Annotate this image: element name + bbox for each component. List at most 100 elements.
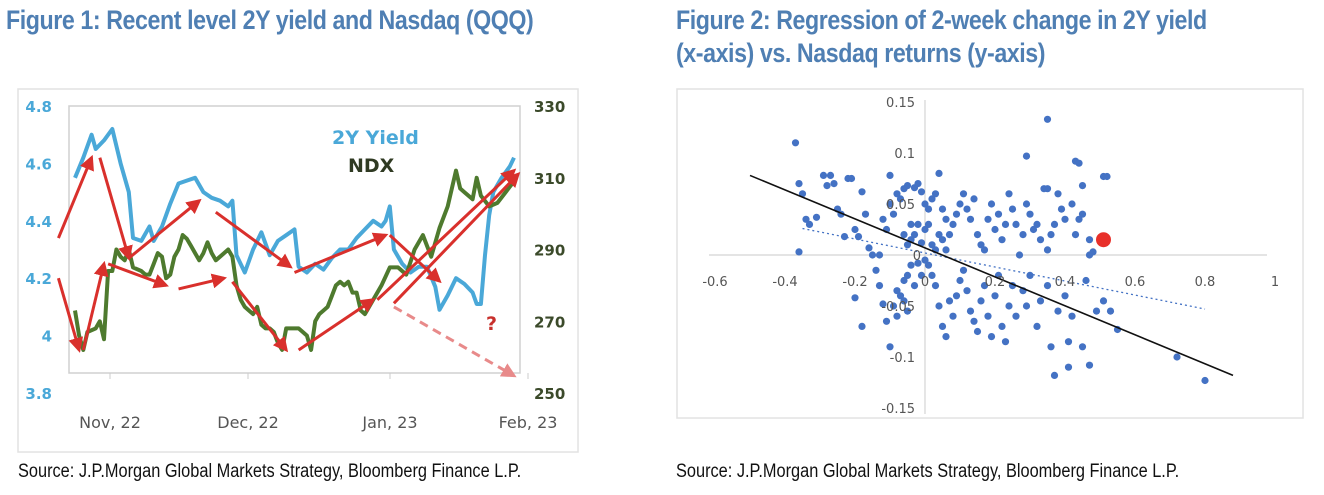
x-axis-tick-label: -0.4 — [772, 275, 797, 290]
scatter-point — [956, 276, 964, 285]
scatter-point — [805, 220, 814, 228]
trend-arrow-annotation — [56, 277, 84, 353]
scatter-point — [980, 282, 989, 290]
regression-line — [749, 174, 1234, 377]
scatter-point — [868, 251, 877, 259]
scatter-point — [949, 312, 957, 320]
scatter-point — [1071, 231, 1080, 239]
scatter-point — [1015, 251, 1024, 259]
trend-arrow-annotation — [231, 280, 289, 353]
scatter-point — [826, 171, 835, 179]
x-axis-tick-label: 1 — [1271, 275, 1279, 290]
scatter-point — [1022, 152, 1031, 160]
scatter-point — [1064, 338, 1073, 346]
scatter-point — [1026, 271, 1034, 279]
left-axis-tick-label: 4.2 — [25, 270, 52, 288]
trend-arrow-annotation — [293, 232, 389, 274]
scatter-point — [907, 261, 915, 269]
legend-ndx: NDX — [348, 155, 395, 177]
x-axis-tick-label: 0.8 — [1195, 275, 1216, 290]
right-axis-tick-label: 250 — [534, 385, 565, 403]
scatter-point — [1099, 297, 1108, 305]
scatter-point — [830, 180, 838, 188]
y-axis-tick-label: -0.05 — [881, 300, 915, 315]
scatter-point — [879, 300, 887, 308]
scatter-point — [851, 294, 859, 302]
x-axis-tick-label: Jan, 23 — [361, 413, 417, 432]
scatter-point — [903, 307, 912, 315]
trend-arrow-annotation — [81, 260, 109, 351]
scatter-point — [977, 297, 985, 305]
scatter-point — [889, 302, 898, 310]
scatter-point — [1033, 220, 1041, 228]
scatter-point — [959, 266, 968, 274]
scatter-point — [882, 317, 891, 325]
scatter-point — [938, 236, 947, 244]
right-axis-tick-label: 290 — [534, 242, 565, 260]
trend-arrow-annotation — [57, 154, 94, 239]
scatter-point — [949, 220, 957, 228]
trend-arrow-annotation — [178, 273, 228, 291]
scatter-point — [900, 231, 908, 239]
scatter-point — [819, 171, 828, 179]
scatter-point — [928, 241, 936, 249]
trend-arrow-annotation — [214, 210, 293, 269]
scatter-point — [914, 220, 922, 228]
scatter-point — [1019, 231, 1027, 239]
figure2-title-line1: Figure 2: Regression of 2-week change in… — [676, 5, 1207, 35]
x-axis-tick-label: Nov, 22 — [79, 413, 141, 432]
scatter-point — [1043, 246, 1052, 254]
scatter-point — [1078, 182, 1087, 190]
scatter-point — [1057, 205, 1066, 213]
highlighted-point — [1096, 232, 1111, 248]
legend-2y-yield: 2Y Yield — [332, 127, 419, 149]
left-axis-tick-label: 4 — [42, 328, 52, 346]
x-axis-tick-label: Feb, 23 — [499, 413, 558, 432]
scatter-point — [1075, 159, 1083, 167]
scatter-point — [795, 180, 803, 188]
scatter-point — [921, 225, 929, 234]
scatter-point — [900, 276, 908, 285]
scatter-point — [1089, 248, 1097, 256]
scatter-point — [938, 205, 947, 213]
scatter-point — [1106, 307, 1115, 315]
scatter-point — [998, 322, 1006, 330]
scatter-point — [854, 233, 863, 241]
scatter-point — [893, 287, 901, 295]
scatter-point — [935, 231, 943, 239]
scatter-point — [1036, 236, 1045, 244]
scatter-point — [1001, 220, 1010, 228]
scatter-point — [952, 210, 961, 218]
left-axis-tick-label: 3.8 — [25, 385, 52, 403]
scatter-point — [1050, 371, 1059, 379]
scatter-point — [1054, 190, 1062, 198]
scatter-point — [1075, 215, 1083, 223]
scatter-point — [938, 322, 947, 330]
scatter-point — [1047, 343, 1055, 351]
figure2-title: Figure 2: Regression of 2-week change in… — [676, 4, 1207, 70]
scatter-point — [914, 180, 922, 188]
scatter-point — [914, 259, 922, 267]
scatter-point — [1173, 353, 1181, 361]
scatter-point — [858, 188, 866, 196]
scatter-point — [984, 215, 992, 223]
figure1-title: Figure 1: Recent level 2Y yield and Nasd… — [6, 5, 534, 35]
trend-arrow-annotation — [388, 234, 442, 284]
scatter-point — [886, 200, 894, 208]
scatter-point — [931, 282, 940, 290]
scatter-point — [889, 210, 898, 218]
scatter-point — [1085, 236, 1094, 244]
figure2-frame — [676, 88, 1304, 419]
scatter-point — [998, 236, 1006, 244]
scatter-point — [823, 182, 831, 190]
scatter-point — [973, 327, 982, 336]
scatter-point — [1082, 276, 1090, 285]
scatter-point — [1078, 210, 1087, 218]
scatter-point — [942, 215, 950, 223]
scatter-point — [977, 241, 985, 249]
figure1-plot-border — [68, 105, 521, 374]
scatter-point — [900, 297, 908, 305]
scatter-point — [963, 205, 971, 213]
scatter-point — [1012, 312, 1020, 320]
